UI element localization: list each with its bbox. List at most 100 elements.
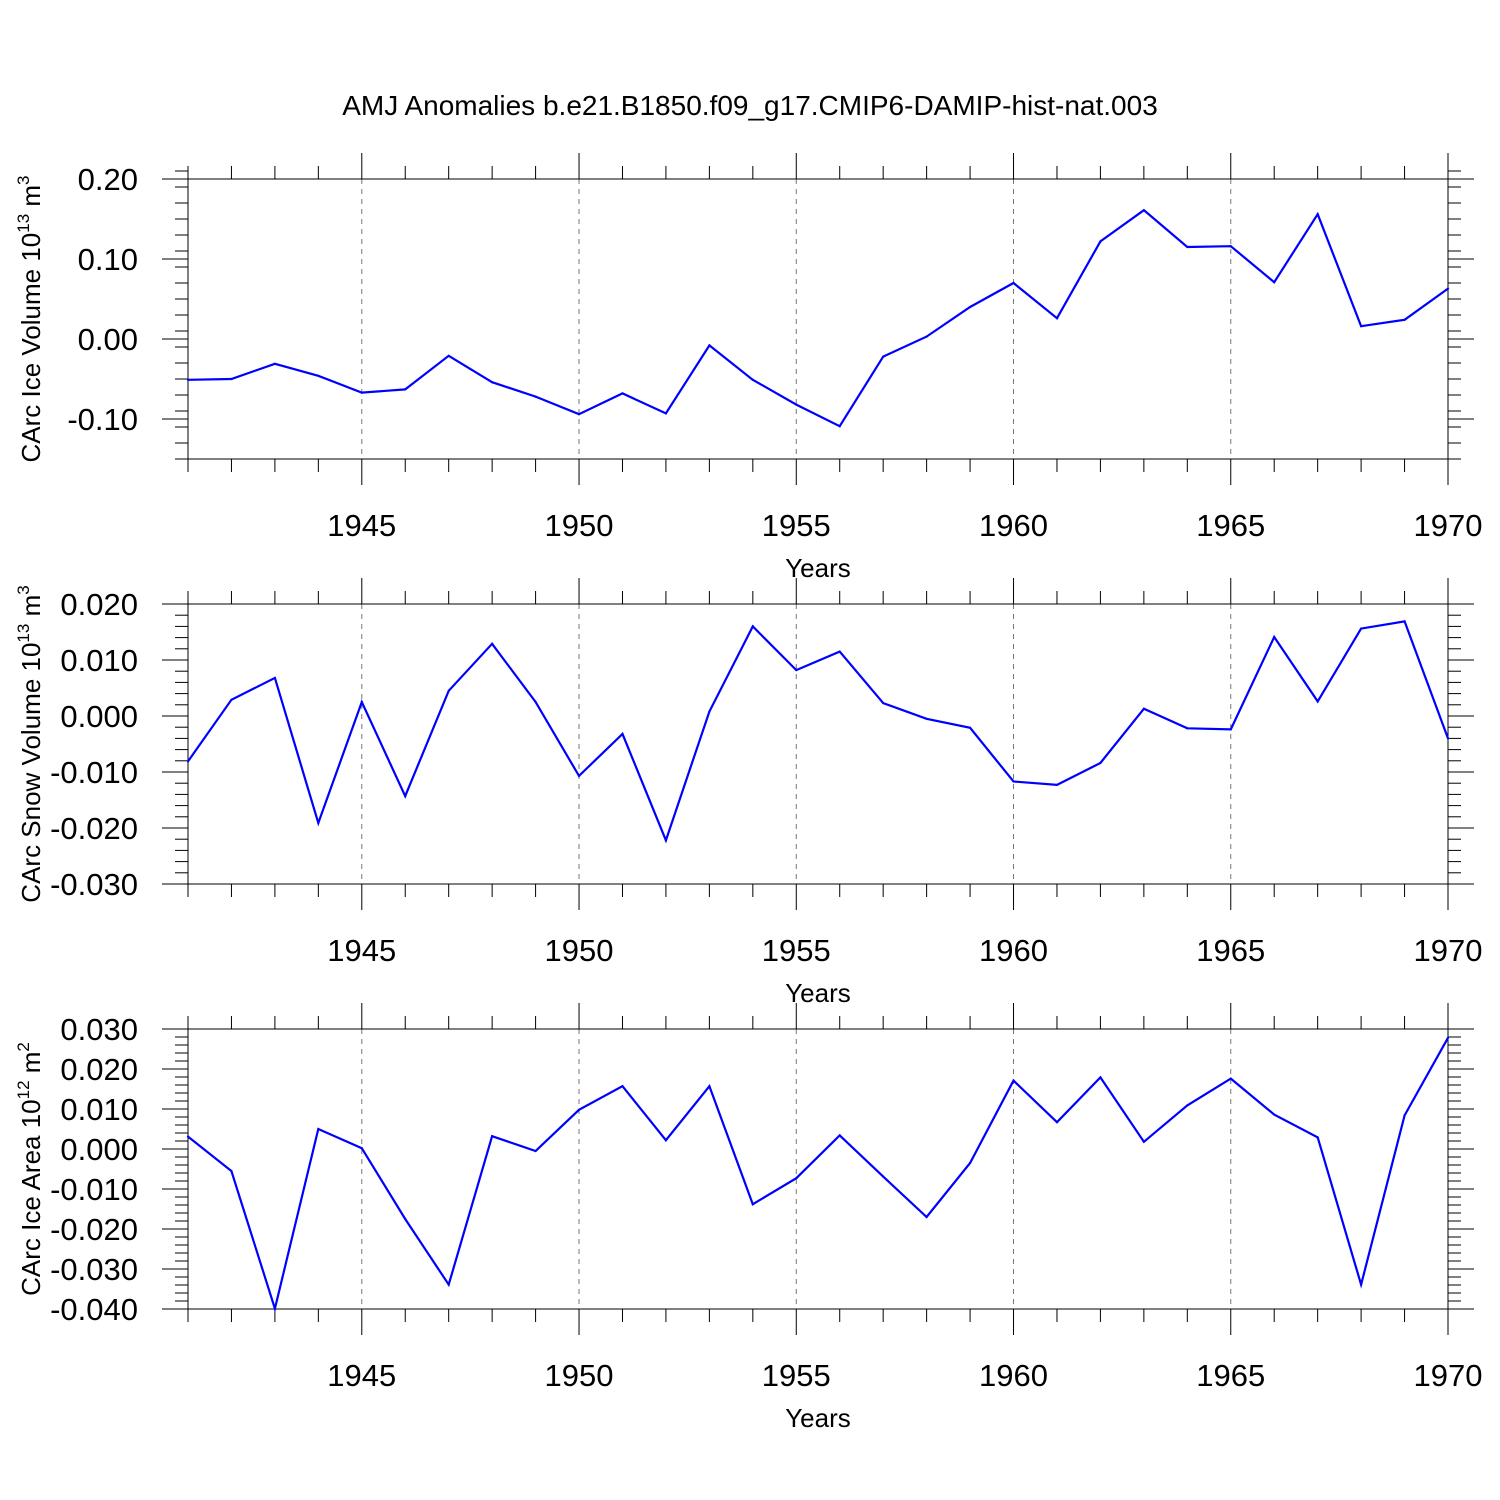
panels-group: 0.20 0.10 0.00 -0.10 1945 1950 1955 1960 1965 197…: [14, 153, 1482, 1433]
data-point-1968: [1360, 627, 1363, 630]
data-point-1952: [664, 412, 668, 415]
y-axis-label-main: CArc Ice Volume 10: [16, 233, 46, 463]
data-point-1952: [664, 1139, 668, 1142]
data-point-1958: [925, 335, 928, 338]
y-tick-label: 0.020: [60, 1052, 138, 1087]
data-point-1962: [1099, 240, 1102, 243]
x-tick-label: 1950: [545, 933, 614, 968]
data-point-1964: [1186, 727, 1189, 730]
data-point-1960: [1012, 1079, 1015, 1082]
data-point-1965: [1229, 245, 1232, 248]
data-point-1967: [1316, 1136, 1319, 1139]
data-point-1948: [491, 642, 494, 645]
y-tick-label: 0.010: [60, 643, 138, 678]
data-point-1965: [1229, 1077, 1232, 1080]
data-point-1968: [1360, 1283, 1363, 1286]
data-point-1958: [925, 717, 928, 720]
y-tick-label: 0.030: [60, 1012, 138, 1047]
y-tick-label: -0.10: [67, 402, 138, 437]
data-point-1942: [230, 698, 233, 701]
y-tick-label: -0.040: [50, 1292, 138, 1327]
y-tick-label: -0.030: [50, 867, 138, 902]
data-point-1951: [621, 392, 624, 395]
data-point-1966: [1273, 281, 1276, 284]
x-tick-label: 1945: [327, 1358, 396, 1393]
data-point-1943: [273, 676, 276, 680]
data-point-1942: [230, 1169, 233, 1173]
y-tick-label: -0.010: [50, 1172, 138, 1207]
series-line: [187, 620, 1450, 844]
y-tick-label: 0.20: [78, 162, 138, 197]
data-point-1957: [882, 1175, 885, 1178]
series-line: [187, 1037, 1449, 1313]
data-point-1970: [1446, 287, 1450, 290]
data-point-1941: [186, 378, 190, 381]
data-point-1955: [795, 403, 798, 406]
data-point-1962: [1099, 1076, 1102, 1079]
data-point-1961: [1055, 317, 1059, 320]
data-point-1966: [1273, 635, 1276, 639]
data-point-1945: [360, 391, 363, 394]
y-axis-label: CArc Ice Area 1012 m2: [14, 1042, 46, 1296]
x-tick-label: 1965: [1196, 508, 1265, 543]
y-tick-label: -0.030: [50, 1252, 138, 1287]
data-point-1944: [317, 1127, 320, 1131]
x-tick-label: 1965: [1196, 1358, 1265, 1393]
data-point-1965: [1229, 728, 1232, 731]
data-point-1947: [447, 689, 450, 692]
y-axis-label-unit-exponent: 3: [14, 175, 33, 184]
y-tick-label: -0.020: [50, 1212, 138, 1247]
data-point-1946: [404, 1217, 407, 1221]
chart-panel-3: 0.030 0.020 0.010 0.000 -0.010 -0.020 -0.030 -0…: [14, 1003, 1482, 1433]
y-tick-label: -0.010: [50, 755, 138, 790]
x-tick-label: 1970: [1414, 508, 1483, 543]
data-point-1953: [708, 1085, 711, 1088]
x-tick-label: 1950: [545, 508, 614, 543]
data-point-1948: [491, 1135, 494, 1138]
data-point-1963: [1142, 707, 1145, 710]
y-tick-label: 0.00: [78, 322, 138, 357]
data-point-1954: [751, 378, 754, 381]
x-axis-label: Years: [785, 1403, 851, 1433]
data-point-1949: [534, 1149, 537, 1153]
data-point-1945: [360, 1147, 363, 1150]
data-point-1969: [1403, 1114, 1406, 1117]
y-axis-label-unit-exponent: 2: [14, 1042, 33, 1051]
data-point-1967: [1316, 213, 1319, 216]
data-point-1951: [621, 1085, 624, 1088]
data-point-1968: [1360, 325, 1363, 328]
x-axis-label: Years: [785, 978, 851, 1008]
data-point-1941: [186, 1135, 190, 1138]
data-point-1969: [1403, 620, 1406, 623]
y-tick-label: 0.000: [60, 1132, 138, 1167]
data-point-1947: [447, 354, 450, 357]
x-tick-label: 1960: [979, 508, 1048, 543]
data-point-1969: [1403, 318, 1406, 321]
data-point-1959: [968, 726, 972, 729]
data-point-1944: [317, 374, 320, 377]
data-point-1949: [534, 395, 537, 398]
x-tick-label: 1960: [979, 933, 1048, 968]
data-point-1941: [186, 760, 190, 763]
data-point-1959: [968, 305, 972, 309]
data-point-1950: [577, 413, 581, 416]
data-point-1961: [1055, 1121, 1059, 1124]
data-point-1943: [273, 362, 276, 365]
x-tick-label: 1945: [327, 933, 396, 968]
data-point-1959: [968, 1161, 972, 1165]
data-point-1963: [1142, 1140, 1145, 1143]
y-axis-label-exponent: 13: [14, 624, 33, 643]
data-point-1967: [1316, 700, 1319, 703]
x-tick-label: 1955: [762, 1358, 831, 1393]
data-point-1949: [534, 700, 537, 704]
data-point-1950: [577, 774, 581, 778]
data-point-1963: [1142, 209, 1145, 212]
data-point-1952: [664, 839, 668, 842]
data-point-1946: [404, 794, 407, 798]
y-axis-label-main: CArc Snow Volume 10: [16, 643, 46, 903]
x-tick-label: 1955: [762, 933, 831, 968]
y-axis-label-exponent: 12: [14, 1080, 33, 1099]
data-point-1954: [751, 1203, 754, 1206]
y-axis-label-exponent: 13: [14, 214, 33, 233]
